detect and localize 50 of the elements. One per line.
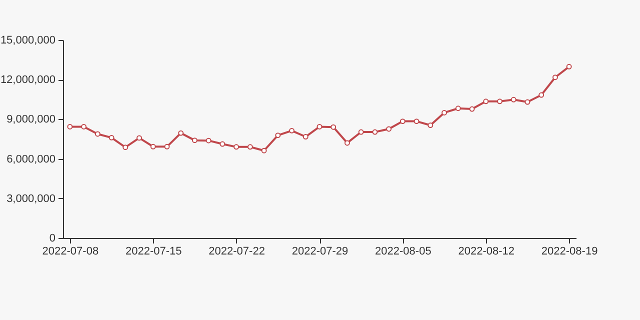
point (302, 134, 308, 140)
point (344, 140, 350, 146)
point (552, 74, 558, 80)
x-tick-label: 2022-08-05 (375, 246, 432, 258)
point (414, 118, 420, 124)
point (94, 131, 100, 137)
point (483, 98, 489, 104)
x-tick-label: 2022-08-12 (458, 246, 515, 258)
point (234, 144, 240, 150)
x-tick-label: 2022-08-19 (541, 246, 598, 258)
point (67, 124, 73, 130)
y-tick-label: 15,000,000 (0, 34, 56, 46)
point (386, 126, 392, 132)
point (497, 98, 502, 104)
point (400, 118, 406, 124)
point (247, 144, 253, 150)
point (316, 124, 322, 130)
point (220, 141, 226, 147)
point (566, 64, 572, 70)
x-tick-label: 2022-07-15 (125, 246, 182, 258)
point (275, 132, 281, 138)
point (372, 129, 378, 135)
point (510, 96, 516, 102)
x-tick-label: 2022-07-29 (292, 246, 348, 258)
point (428, 122, 434, 128)
point (538, 92, 544, 98)
point (81, 124, 87, 130)
point (289, 128, 295, 134)
point (164, 144, 170, 150)
x-tick-label: 2022-07-08 (42, 246, 99, 258)
point (442, 110, 448, 116)
point (358, 129, 364, 135)
point (469, 106, 475, 112)
point (136, 135, 142, 141)
point (192, 138, 198, 144)
y-tick-label: 3,000,000 (6, 192, 56, 205)
y-tick-label: 6,000,000 (6, 153, 56, 166)
y-tick-label: 0 (49, 232, 56, 244)
point (150, 144, 156, 150)
point (178, 130, 184, 136)
point (455, 106, 461, 112)
y-tick-label: 12,000,000 (0, 74, 56, 86)
x-tick-label: 2022-07-22 (208, 246, 265, 258)
point (108, 134, 114, 140)
point (330, 124, 336, 130)
point (261, 148, 267, 154)
point (524, 99, 530, 105)
y-tick-label: 9,000,000 (6, 114, 56, 126)
point (206, 138, 212, 144)
point (122, 144, 128, 150)
